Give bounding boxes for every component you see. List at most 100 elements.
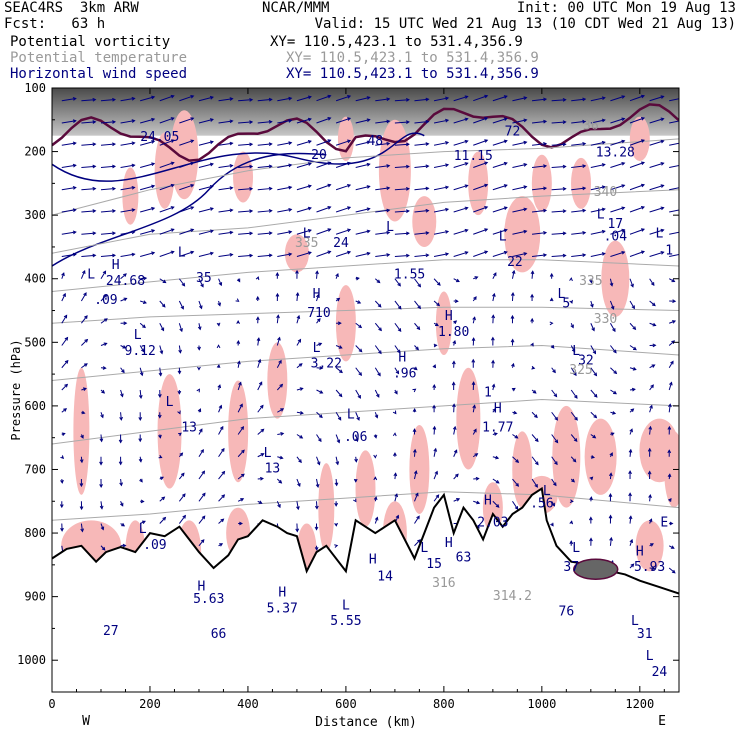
wind-vector bbox=[296, 456, 302, 463]
wind-vector-head bbox=[484, 206, 489, 210]
wind-vector-head bbox=[197, 366, 201, 371]
wind-vector-head bbox=[139, 372, 144, 377]
wind-vector bbox=[453, 118, 468, 124]
wind-vector-head bbox=[405, 142, 410, 147]
wind-vector-head bbox=[601, 229, 606, 234]
wind-vector bbox=[492, 207, 508, 213]
wind-vector-head bbox=[608, 493, 613, 497]
low-marker: L bbox=[420, 541, 428, 556]
pv-fill-region bbox=[378, 119, 411, 222]
wind-vector-head bbox=[327, 94, 332, 99]
wind-vector bbox=[257, 405, 264, 413]
wind-vector bbox=[531, 434, 539, 442]
wind-vector bbox=[198, 141, 214, 146]
wind-vector-head bbox=[347, 206, 352, 210]
wind-vector-head bbox=[357, 300, 362, 304]
wind-vector-head bbox=[425, 186, 430, 191]
theta-contour bbox=[52, 259, 679, 292]
wind-vector-head bbox=[632, 326, 637, 331]
wind-vector-head bbox=[530, 317, 534, 322]
wind-vector-head bbox=[338, 345, 343, 349]
wind-vector-head bbox=[196, 388, 200, 393]
wind-vector-head bbox=[621, 161, 626, 166]
wind-vector-head bbox=[316, 461, 321, 466]
wind-vector-head bbox=[549, 321, 554, 326]
high-marker: H bbox=[445, 536, 453, 551]
wind-vector bbox=[473, 95, 488, 102]
wind-vector bbox=[512, 500, 519, 510]
wind-vector-head bbox=[549, 297, 554, 302]
wind-vector-head bbox=[201, 470, 206, 475]
contour-value-label: 5.37 bbox=[267, 602, 298, 617]
wind-vector-head bbox=[140, 499, 145, 504]
x-tick-label: 200 bbox=[139, 697, 161, 711]
wind-vector-head bbox=[582, 119, 587, 124]
wind-vector-head bbox=[640, 250, 645, 255]
wind-vector-head bbox=[258, 500, 263, 504]
wind-vector bbox=[531, 120, 547, 124]
wind-vector bbox=[257, 165, 272, 168]
contour-value-label: 3.22 bbox=[311, 357, 342, 372]
wind-vector-head bbox=[296, 314, 301, 319]
field-xy-theta: XY= 110.5,423.1 to 531.4,356.9 bbox=[286, 50, 539, 66]
wind-vector bbox=[218, 426, 224, 435]
wind-vector-head bbox=[157, 414, 162, 419]
contour-value-label: 330 bbox=[594, 312, 617, 327]
wind-vector-head bbox=[151, 229, 156, 233]
wind-vector bbox=[296, 315, 300, 324]
wind-vector bbox=[100, 99, 116, 102]
contour-value-label: 335 bbox=[579, 274, 602, 289]
wind-vector-head bbox=[268, 97, 273, 102]
contour-value-label: .09 bbox=[143, 538, 166, 553]
wind-vector-head bbox=[190, 94, 195, 99]
wind-vector-head bbox=[648, 494, 652, 499]
wind-vector-head bbox=[386, 164, 391, 168]
wind-vector bbox=[61, 187, 76, 191]
wind-vector-head bbox=[217, 302, 222, 307]
wind-speed-contour bbox=[52, 132, 425, 182]
contour-value-label: 13 bbox=[181, 420, 197, 435]
wind-vector-head bbox=[376, 393, 380, 398]
wind-vector bbox=[335, 478, 338, 486]
wind-vector bbox=[453, 251, 468, 257]
wind-vector bbox=[649, 229, 664, 235]
wind-vector bbox=[277, 119, 292, 124]
wind-vector bbox=[218, 98, 233, 102]
wind-vector-head bbox=[151, 184, 156, 189]
wind-vector-head bbox=[99, 438, 104, 443]
wind-vector-head bbox=[218, 404, 223, 409]
wind-vector-head bbox=[92, 253, 97, 258]
contour-value-label: 66 bbox=[211, 627, 227, 642]
wind-vector-head bbox=[181, 493, 186, 498]
wind-vector-head bbox=[471, 358, 476, 363]
high-marker: H bbox=[112, 258, 120, 273]
wind-vector-head bbox=[534, 414, 538, 419]
wind-vector-head bbox=[347, 161, 352, 166]
wind-vector-head bbox=[621, 206, 626, 211]
wind-vector-head bbox=[562, 231, 567, 236]
wind-vector-head bbox=[177, 370, 182, 375]
wind-vector-head bbox=[366, 185, 371, 189]
wind-vector-head bbox=[92, 120, 97, 124]
wind-vector-head bbox=[523, 163, 528, 167]
wind-vector-head bbox=[64, 336, 69, 341]
wind-vector-head bbox=[571, 478, 576, 483]
wind-vector-head bbox=[366, 140, 371, 145]
x-axis-east-label: E bbox=[658, 714, 666, 729]
wind-vector-head bbox=[295, 269, 299, 274]
wind-vector-head bbox=[531, 365, 536, 370]
wind-vector bbox=[237, 473, 245, 480]
wind-vector-head bbox=[72, 230, 77, 235]
wind-vector-head bbox=[386, 141, 391, 146]
wind-vector-head bbox=[151, 162, 156, 167]
header-title: SEAC4RS 3km ARW bbox=[4, 0, 139, 16]
wind-vector bbox=[81, 165, 96, 168]
wind-vector-head bbox=[416, 326, 421, 331]
wind-vector-head bbox=[631, 305, 635, 310]
wind-vector bbox=[276, 337, 281, 346]
wind-vector-head bbox=[493, 272, 497, 277]
wind-vector-head bbox=[376, 279, 381, 284]
wind-vector bbox=[100, 254, 116, 257]
wind-vector-head bbox=[582, 142, 587, 146]
wind-vector-head bbox=[490, 336, 495, 341]
